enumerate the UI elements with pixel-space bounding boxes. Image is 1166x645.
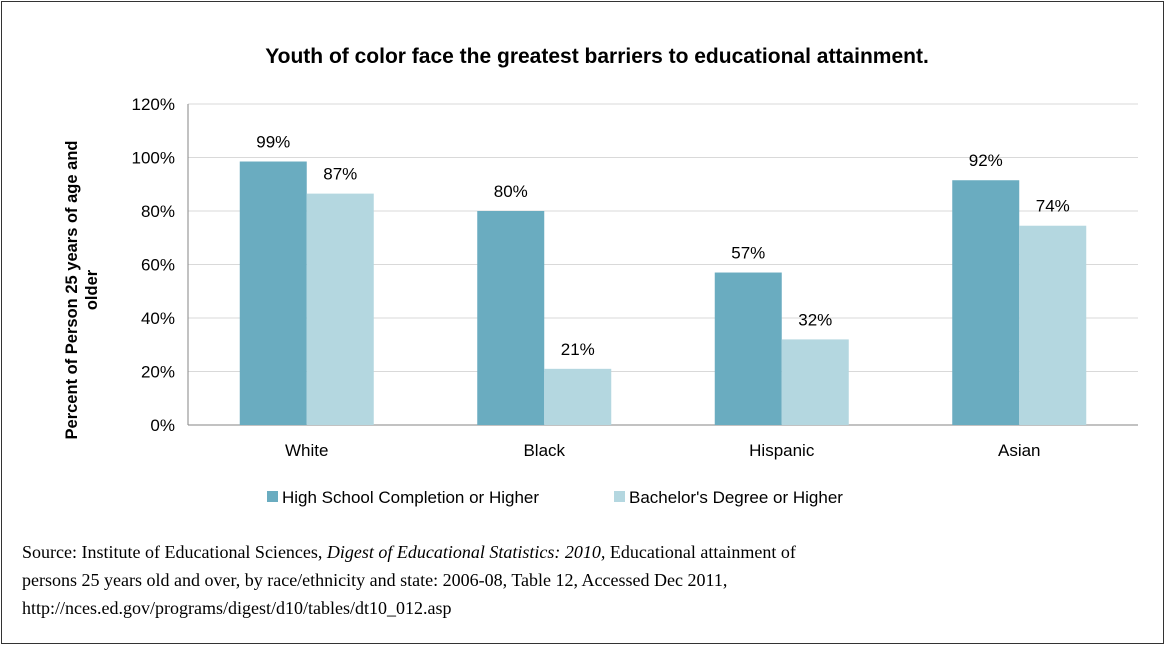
- source-line-1: Source: Institute of Educational Science…: [22, 538, 1142, 566]
- legend-label-high-school: High School Completion or Higher: [282, 488, 539, 507]
- source-rest: Educational attainment of: [605, 542, 796, 562]
- bar: [239, 161, 307, 425]
- x-tick-label: White: [285, 441, 328, 460]
- y-tick-label: 120%: [132, 95, 175, 114]
- y-tick-label: 60%: [141, 256, 175, 275]
- bar: [714, 272, 782, 425]
- source-note: Source: Institute of Educational Science…: [22, 538, 1142, 622]
- y-axis-title-line1: Percent of Person 25 years of age and: [63, 141, 81, 440]
- x-tick-labels: White Black Hispanic Asian: [285, 441, 1041, 460]
- source-prefix: Source: Institute of Educational Science…: [22, 542, 327, 562]
- source-line-2: persons 25 years old and over, by race/e…: [22, 570, 728, 590]
- legend: High School Completion or Higher Bachelo…: [267, 488, 843, 507]
- data-label: 99%: [256, 133, 290, 152]
- data-label: 21%: [561, 340, 595, 359]
- x-tick-label: Hispanic: [749, 441, 815, 460]
- source-url: http://nces.ed.gov/programs/digest/d10/t…: [22, 598, 452, 618]
- data-labels: 99% 87% 80% 21% 57% 32% 92% 74%: [256, 133, 1070, 359]
- data-label: 74%: [1036, 197, 1070, 216]
- y-tick-label: 80%: [141, 202, 175, 221]
- y-tick-label: 40%: [141, 309, 175, 328]
- bars: [239, 161, 1087, 425]
- bar: [952, 180, 1020, 425]
- y-axis-title: Percent of Person 25 years of age and ol…: [63, 141, 101, 440]
- bar: [477, 211, 545, 425]
- data-label: 87%: [323, 165, 357, 184]
- y-axis-title-line2: older: [83, 269, 101, 310]
- legend-swatch-high-school: [267, 491, 278, 502]
- bar: [1019, 225, 1087, 425]
- legend-swatch-bachelors: [614, 491, 625, 502]
- x-tick-label: Black: [523, 441, 565, 460]
- bar: [306, 193, 374, 425]
- data-label: 32%: [798, 310, 832, 329]
- chart-title: Youth of color face the greatest barrier…: [265, 45, 929, 68]
- source-publication: Digest of Educational Statistics: 2010,: [326, 542, 606, 562]
- x-tick-label: Asian: [998, 441, 1041, 460]
- data-label: 92%: [969, 151, 1003, 170]
- data-label: 57%: [731, 244, 765, 263]
- bar: [781, 339, 849, 425]
- legend-label-bachelors: Bachelor's Degree or Higher: [629, 488, 843, 507]
- data-label: 80%: [494, 182, 528, 201]
- y-tick-label: 20%: [141, 363, 175, 382]
- y-tick-labels: 0% 20% 40% 60% 80% 100% 120%: [132, 95, 175, 435]
- bar: [544, 368, 612, 425]
- y-tick-label: 100%: [132, 149, 175, 168]
- y-tick-label: 0%: [150, 416, 175, 435]
